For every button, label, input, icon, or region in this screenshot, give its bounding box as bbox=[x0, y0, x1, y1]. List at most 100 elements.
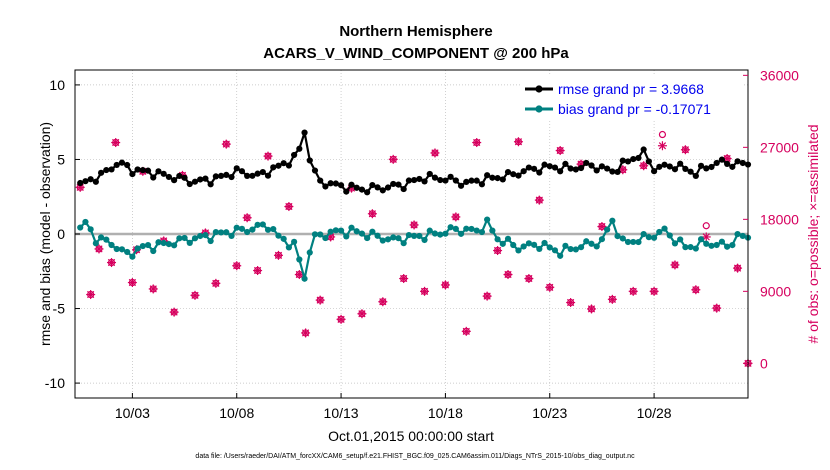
rmse-point bbox=[332, 180, 339, 187]
obs-assimilated-point bbox=[670, 260, 680, 270]
bias-point bbox=[442, 230, 449, 237]
obs-assimilated-point bbox=[451, 212, 461, 222]
x-tick-label: 10/28 bbox=[637, 405, 672, 421]
bias-point bbox=[306, 249, 313, 256]
rmse-point bbox=[442, 177, 449, 184]
rmse-point bbox=[551, 164, 559, 171]
rmse-point bbox=[337, 182, 345, 189]
rmse-point bbox=[624, 158, 632, 165]
bias-point bbox=[191, 235, 199, 242]
obs-assimilated-point bbox=[733, 263, 743, 273]
bias-point bbox=[411, 232, 418, 239]
rmse-point bbox=[510, 171, 517, 178]
rmse-point bbox=[327, 180, 334, 187]
rmse-point bbox=[124, 161, 131, 169]
bias-point bbox=[598, 236, 606, 243]
bias-point bbox=[536, 245, 543, 253]
obs-assimilated-point bbox=[221, 139, 231, 149]
obs-assimilated-point bbox=[211, 278, 221, 288]
bias-point bbox=[165, 241, 173, 248]
bias-point bbox=[108, 241, 115, 249]
rmse-point bbox=[217, 172, 225, 180]
bias-point bbox=[531, 241, 538, 248]
bias-point bbox=[275, 232, 282, 239]
obs-assimilated-point bbox=[284, 202, 294, 212]
obs-assimilated-point bbox=[315, 295, 325, 305]
obs-assimilated-point bbox=[639, 161, 649, 171]
obs-assimilated-point bbox=[336, 314, 346, 324]
bias-point bbox=[311, 231, 319, 238]
rmse-point bbox=[254, 170, 261, 177]
bias-point bbox=[358, 230, 366, 237]
rmse-point bbox=[536, 169, 543, 176]
rmse-point bbox=[650, 168, 658, 175]
rmse-point bbox=[557, 168, 564, 175]
rmse-point bbox=[165, 173, 173, 181]
obs-assimilated-point bbox=[545, 282, 555, 292]
rmse-point bbox=[531, 165, 538, 172]
rmse-point bbox=[499, 176, 506, 183]
rmse-point bbox=[207, 181, 214, 188]
bias-point bbox=[661, 225, 668, 232]
bias-point bbox=[264, 226, 272, 233]
rmse-point bbox=[468, 177, 475, 184]
obs-assimilated-point bbox=[148, 284, 158, 294]
obs-assimilated-point bbox=[86, 290, 96, 300]
legend-bias-marker bbox=[535, 105, 543, 113]
rmse-point bbox=[285, 162, 292, 169]
bias-point bbox=[510, 241, 517, 249]
rmse-point bbox=[364, 189, 371, 196]
bias-point bbox=[656, 228, 663, 236]
rmse-point bbox=[546, 163, 553, 170]
obs-assimilated-point bbox=[691, 285, 701, 295]
rmse-point bbox=[619, 157, 626, 164]
rmse-point bbox=[421, 178, 428, 185]
obs-assimilated-point bbox=[430, 148, 440, 158]
x-tick-label: 10/23 bbox=[532, 405, 567, 421]
rmse-point bbox=[374, 184, 381, 191]
obs-assimilated-point bbox=[399, 274, 409, 284]
rmse-point bbox=[416, 175, 423, 183]
rmse-point bbox=[473, 177, 480, 184]
bias-point bbox=[718, 238, 726, 245]
x-tick-label: 10/18 bbox=[428, 405, 463, 421]
bias-point bbox=[103, 236, 110, 243]
rmse-point bbox=[390, 180, 397, 188]
obs-assimilated-point bbox=[472, 138, 482, 148]
rmse-point bbox=[457, 182, 465, 189]
rmse-point bbox=[515, 172, 522, 179]
rmse-point bbox=[87, 176, 94, 183]
bias-point bbox=[645, 234, 652, 241]
bias-point bbox=[713, 241, 720, 249]
bias-point bbox=[525, 240, 532, 247]
bias-point bbox=[144, 241, 152, 249]
bias-point bbox=[499, 240, 506, 247]
obs-assimilated-point bbox=[378, 297, 388, 307]
bias-point bbox=[160, 239, 167, 247]
obs-assimilated-point bbox=[440, 280, 450, 290]
bias-point bbox=[217, 229, 225, 236]
bias-point bbox=[254, 221, 261, 228]
bias-point bbox=[129, 253, 136, 260]
bias-point bbox=[176, 235, 183, 242]
rmse-point bbox=[692, 172, 699, 180]
rmse-point bbox=[708, 163, 715, 171]
bias-point bbox=[97, 234, 105, 241]
bias-point bbox=[124, 248, 131, 256]
bias-point bbox=[150, 247, 157, 255]
x-axis-ticks: 10/03 10/08 10/13 10/18 10/23 10/28 bbox=[115, 393, 672, 421]
rmse-point bbox=[630, 155, 637, 163]
rmse-point bbox=[645, 158, 652, 165]
bias-point bbox=[139, 242, 146, 250]
bias-point bbox=[244, 228, 251, 236]
rmse-point bbox=[734, 158, 741, 165]
bias-point bbox=[703, 240, 710, 247]
bias-point bbox=[588, 240, 595, 247]
bias-point bbox=[207, 237, 214, 245]
rmse-point bbox=[604, 165, 611, 172]
rmse-point bbox=[379, 187, 386, 194]
bias-point bbox=[624, 238, 632, 246]
bias-point bbox=[734, 231, 741, 238]
rmse-point bbox=[494, 175, 501, 182]
x-tick-label: 10/08 bbox=[219, 405, 254, 421]
